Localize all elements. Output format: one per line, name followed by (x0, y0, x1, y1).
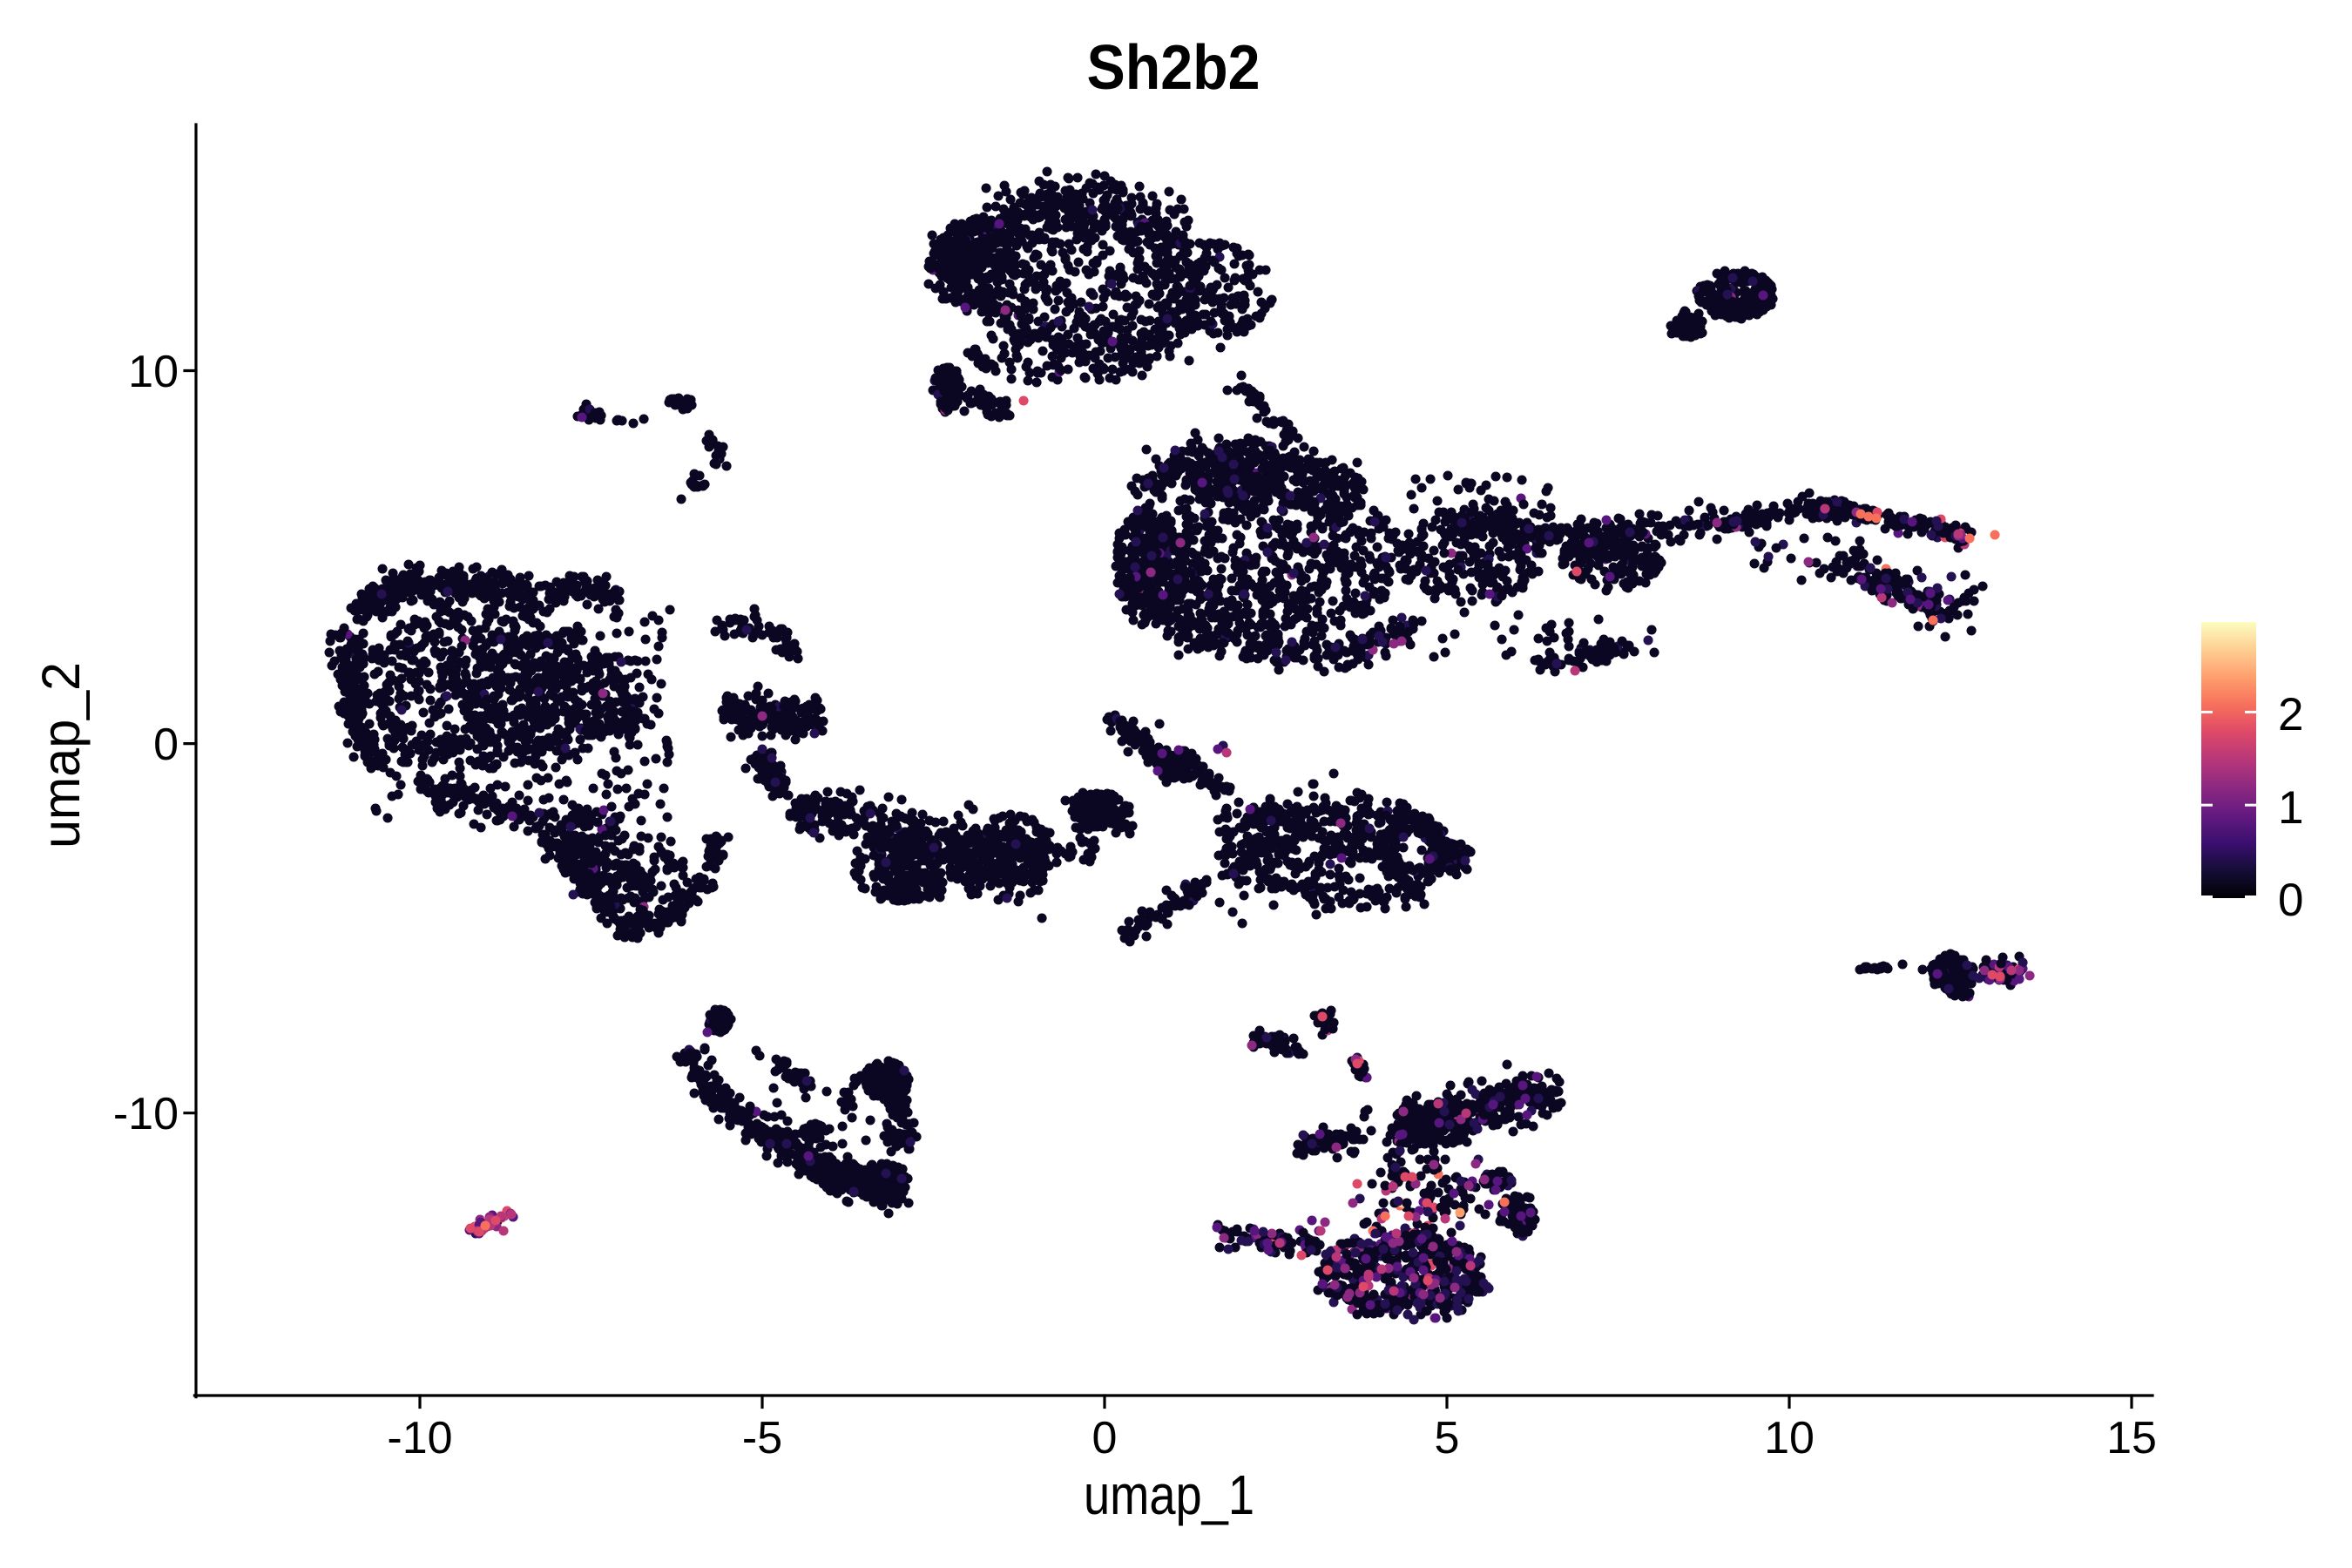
svg-text:5: 5 (1435, 1413, 1460, 1463)
svg-text:10: 10 (1764, 1413, 1815, 1463)
svg-text:2: 2 (2278, 689, 2303, 740)
svg-text:0: 0 (2278, 875, 2303, 926)
svg-text:Sh2b2: Sh2b2 (1087, 33, 1260, 103)
svg-text:10: 10 (128, 347, 179, 397)
svg-text:-10: -10 (113, 1089, 179, 1139)
svg-text:1: 1 (2278, 782, 2303, 834)
svg-text:umap_2: umap_2 (31, 662, 91, 848)
svg-text:-5: -5 (742, 1413, 782, 1463)
svg-text:0: 0 (1092, 1413, 1118, 1463)
svg-text:umap_1: umap_1 (1084, 1463, 1254, 1526)
svg-text:15: 15 (2106, 1413, 2157, 1463)
svg-text:0: 0 (153, 720, 179, 770)
svg-text:-10: -10 (387, 1413, 452, 1463)
